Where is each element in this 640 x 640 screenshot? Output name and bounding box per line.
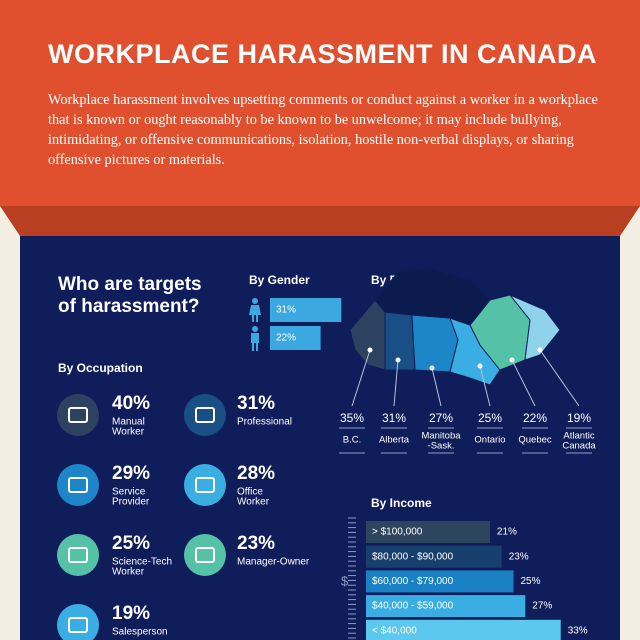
map <box>349 267 561 386</box>
income-value: 25% <box>521 576 541 587</box>
income-bar <box>366 570 514 593</box>
pointer-line <box>479 365 491 407</box>
region-name: Alberta <box>379 435 410 446</box>
income-bar <box>366 595 526 618</box>
icon-glyph <box>195 477 215 493</box>
income-category: $80,000 - $90,000 <box>372 551 454 562</box>
income-bar <box>366 545 502 568</box>
title: WORKPLACE HARASSMENT IN CANADA <box>48 39 597 69</box>
region-percent: 35% <box>340 411 364 425</box>
occupation-icon <box>57 604 99 640</box>
pointer-line <box>511 359 536 407</box>
occupation-percent: 31% <box>237 393 275 414</box>
occupation-icon <box>184 464 226 506</box>
region-percent: 19% <box>567 411 591 425</box>
occupation-icon <box>184 394 226 436</box>
icon-glyph <box>68 617 88 633</box>
region-name: B.C. <box>343 435 361 446</box>
region-name: Atlantic <box>563 431 594 442</box>
pointer-dot <box>509 357 515 363</box>
icon-glyph <box>68 407 88 423</box>
gender-bar <box>270 298 342 322</box>
heading: of harassment? <box>58 296 199 317</box>
pointer-line <box>431 367 442 407</box>
pointer-dot <box>429 365 435 371</box>
occupation-label: Worker <box>237 497 270 508</box>
income-category: $40,000 - $59,000 <box>372 601 454 612</box>
occupation-percent: 23% <box>237 533 275 554</box>
pointer-dot <box>395 357 401 363</box>
axis-label: $ <box>341 573 349 588</box>
male-icon <box>251 326 259 351</box>
section-title: By Gender <box>249 273 310 287</box>
pointer-line <box>393 359 399 407</box>
income-category: $60,000 - $79,000 <box>372 576 454 587</box>
section-title: By Occupation <box>58 361 143 375</box>
region-percent: 31% <box>382 411 406 425</box>
income-bar <box>366 619 561 640</box>
income-value: 21% <box>497 527 517 538</box>
gender-label: 22% <box>276 333 296 344</box>
occupation-label: Provider <box>112 497 150 508</box>
occupation-label: Manual <box>112 417 145 428</box>
region-name: Ontario <box>474 435 505 446</box>
region-name: Manitoba <box>421 431 461 442</box>
occupation-percent: 25% <box>112 533 150 554</box>
occupation-label: Professional <box>237 417 292 428</box>
occupation-label: Manager-Owner <box>237 557 310 568</box>
icon-glyph <box>68 477 88 493</box>
heading: Who are targets <box>58 274 202 295</box>
region-percent: 27% <box>429 411 453 425</box>
icon-glyph <box>195 547 215 563</box>
income-bar <box>366 521 490 543</box>
occupation-label: Salesperson <box>112 627 168 638</box>
gender-label: 31% <box>276 305 296 316</box>
occupation-percent: 29% <box>112 463 150 484</box>
occupation-icon <box>184 534 226 576</box>
occupation-icon <box>57 394 99 436</box>
occupation-label: Science-Tech <box>112 557 172 568</box>
occupation-icon <box>57 464 99 506</box>
income-value: 27% <box>532 601 552 612</box>
income-category: > $100,000 <box>372 527 423 538</box>
occupation-label: Worker <box>112 567 145 578</box>
pointer-line <box>539 349 580 407</box>
description: Workplace harassment involves upsetting … <box>48 92 598 168</box>
pointer-dot <box>367 347 373 353</box>
header-band <box>0 0 640 206</box>
income-value: 33% <box>568 625 588 636</box>
income-category: < $40,000 <box>372 625 417 636</box>
header-fold <box>0 206 640 236</box>
region-percent: 25% <box>478 411 502 425</box>
region-name: Quebec <box>518 435 552 446</box>
region-percent: 22% <box>523 411 547 425</box>
pointer-dot <box>477 363 483 369</box>
occupation-percent: 40% <box>112 393 150 414</box>
icon-glyph <box>68 547 88 563</box>
occupation-percent: 28% <box>237 463 275 484</box>
income-value: 23% <box>509 551 529 562</box>
occupation-percent: 19% <box>112 603 150 624</box>
occupation-label: Service <box>112 487 146 498</box>
pointer-line <box>351 349 371 407</box>
occupation-label: Office <box>237 487 263 498</box>
pointer-dot <box>537 347 543 353</box>
occupation-icon <box>57 534 99 576</box>
section-title: By Income <box>371 496 432 510</box>
gender-bar <box>270 326 321 350</box>
icon-glyph <box>195 407 215 423</box>
region-name: -Sask. <box>428 441 455 452</box>
female-icon <box>249 298 261 322</box>
occupation-label: Worker <box>112 427 145 438</box>
region-name: Canada <box>562 441 596 452</box>
